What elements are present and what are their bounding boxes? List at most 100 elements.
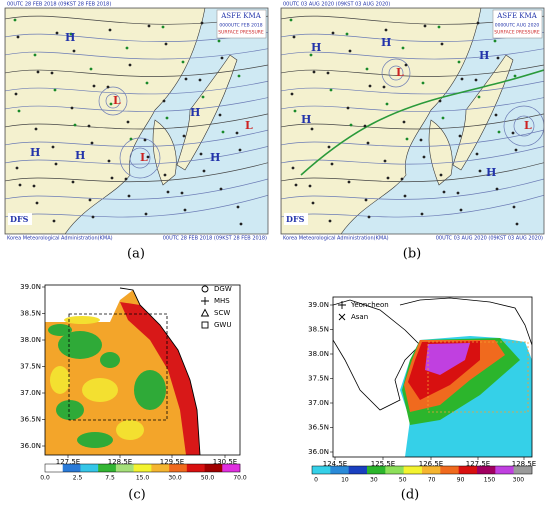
colorbar-segment xyxy=(513,466,533,474)
valid-time: 0000UTC FEB 2018 xyxy=(219,23,262,29)
station xyxy=(511,131,515,135)
station xyxy=(235,131,239,135)
agency: ASFE KMA xyxy=(220,12,261,20)
station xyxy=(383,159,387,163)
rain-field xyxy=(50,366,70,394)
station xyxy=(512,205,516,209)
land xyxy=(333,299,421,411)
panel-label: (a) xyxy=(127,247,145,262)
station xyxy=(144,212,148,216)
station xyxy=(13,18,17,22)
rain-field xyxy=(64,316,100,324)
station xyxy=(73,123,77,127)
isobar xyxy=(281,97,544,112)
colorbar-segment xyxy=(45,464,64,472)
isobar xyxy=(503,105,544,147)
colorbar-tick: 7.5 xyxy=(105,475,115,482)
station xyxy=(53,88,57,92)
panel-label: (d) xyxy=(401,488,419,503)
station xyxy=(419,138,423,142)
lat-label: 38.0N xyxy=(308,350,329,358)
station xyxy=(162,99,166,103)
station xyxy=(88,198,92,202)
rain-field xyxy=(82,378,118,402)
lon-label: 129.5E xyxy=(160,458,184,466)
legend-marker xyxy=(201,321,209,329)
colorbar-segment xyxy=(477,466,496,474)
legend-label: SCW xyxy=(214,309,230,317)
colorbar-segment xyxy=(458,466,478,474)
isobar xyxy=(281,80,544,95)
station xyxy=(400,177,404,181)
station xyxy=(497,130,501,134)
colorbar-segment xyxy=(440,466,459,474)
station xyxy=(515,222,519,226)
low-pressure: L xyxy=(524,119,532,132)
rain-field xyxy=(48,324,72,336)
lon-label: 127.5E xyxy=(56,458,80,466)
colorbar-segment xyxy=(403,466,423,474)
station xyxy=(438,99,442,103)
colorbar-segment xyxy=(367,466,386,474)
lat-label: 37.5N xyxy=(20,363,41,371)
study-area xyxy=(68,313,168,421)
station xyxy=(404,63,408,67)
agency: ASFE KMA xyxy=(496,12,537,20)
station xyxy=(71,180,75,184)
isobar xyxy=(281,48,544,60)
station xyxy=(382,85,386,89)
colorbar-segment xyxy=(348,466,368,474)
colorbar-tick: 0.0 xyxy=(40,475,50,482)
station xyxy=(437,25,441,29)
station xyxy=(493,39,497,43)
station xyxy=(477,95,481,99)
station xyxy=(125,46,129,50)
logo-box xyxy=(284,213,308,225)
station xyxy=(181,60,185,64)
station xyxy=(36,70,40,74)
station xyxy=(184,77,188,81)
station xyxy=(420,212,424,216)
logo-box xyxy=(8,213,32,225)
station xyxy=(402,120,406,124)
station xyxy=(201,95,205,99)
station xyxy=(124,177,128,181)
station xyxy=(494,113,498,117)
lat-label: 39.0N xyxy=(20,283,41,291)
station xyxy=(385,102,389,106)
station xyxy=(35,201,39,205)
station xyxy=(109,102,113,106)
colorbar-segment xyxy=(98,464,117,472)
colorbar-tick: 150 xyxy=(484,477,496,484)
station xyxy=(294,183,298,187)
isobar xyxy=(5,129,268,147)
colorbar-segment xyxy=(385,466,404,474)
station xyxy=(127,194,131,198)
station xyxy=(18,183,22,187)
station xyxy=(87,124,91,128)
station xyxy=(182,134,186,138)
lat-label: 36.0N xyxy=(20,442,41,450)
high-pressure: H xyxy=(190,106,200,119)
station xyxy=(513,74,517,78)
colorbar-tick: 2.5 xyxy=(73,475,83,482)
station xyxy=(293,109,297,113)
high-pressure: H xyxy=(75,149,85,162)
station xyxy=(442,190,446,194)
station xyxy=(384,28,388,32)
lat-label: 36.5N xyxy=(20,416,41,424)
map-header: 00UTC 28 FEB 2018 (09KST 28 FEB 2018) xyxy=(7,2,111,8)
station xyxy=(161,25,165,29)
station xyxy=(219,187,223,191)
footer-right: 00UTC 28 FEB 2018 (09KST 28 FEB 2018) xyxy=(163,236,267,242)
isobar xyxy=(281,129,544,147)
isobar xyxy=(381,58,411,88)
station xyxy=(106,85,110,89)
station xyxy=(423,24,427,28)
colorbar-segment xyxy=(80,464,99,472)
lat-label: 39.0N xyxy=(308,301,329,309)
isobar xyxy=(5,80,268,95)
station xyxy=(441,116,445,120)
station xyxy=(363,124,367,128)
